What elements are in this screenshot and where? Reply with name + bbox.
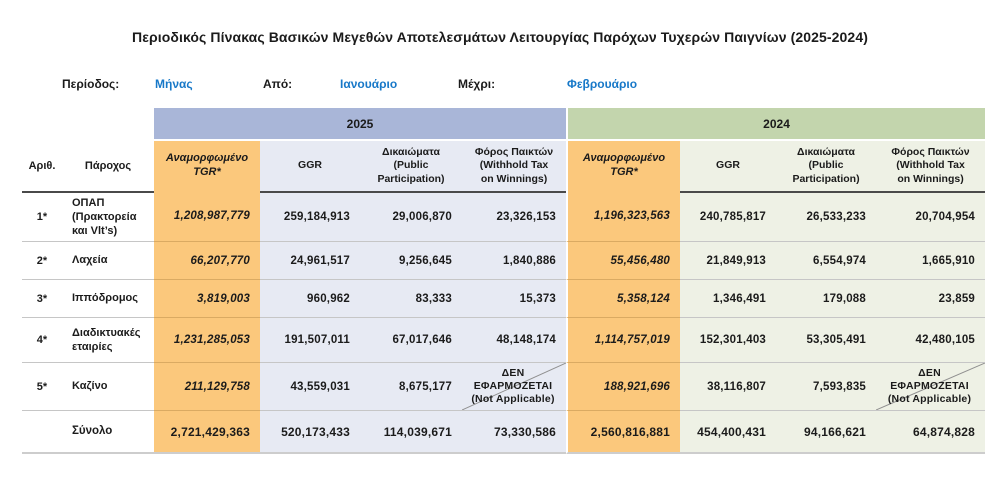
- diagonal-strike-line: [876, 363, 985, 410]
- not-applicable-text: ΔΕΝ ΕΦΑΡΜΟΖΕΤΑΙ (Not Applicable): [471, 366, 555, 406]
- provider-cell: Διαδικτυακές εταιρίες: [62, 317, 154, 362]
- col-header-ggr-2025: GGR: [260, 141, 360, 191]
- value-cell: 152,301,403: [680, 317, 777, 362]
- value-cell: 23,326,153: [462, 191, 567, 241]
- period-to-label: Μέχρι:: [458, 77, 496, 91]
- value-cell: 48,148,174: [462, 317, 567, 362]
- row-number-cell: 5*: [22, 362, 62, 410]
- total-value-cell: 2,721,429,363: [154, 410, 260, 454]
- col-header-rights-2024: Δικαιώματα (Public Participation): [776, 141, 877, 191]
- results-table: 2025 2024 Αριθ. Πάροχος Αναμορφωμένο TGR…: [22, 108, 986, 454]
- num-column-header: Αριθ.: [22, 141, 62, 191]
- value-cell: 1,196,323,563: [566, 191, 681, 241]
- value-cell: 66,207,770: [154, 241, 260, 279]
- total-value-cell: 73,330,586: [462, 410, 567, 454]
- table-row-total: Σύνολο 2,721,429,363 520,173,433 114,039…: [22, 410, 986, 454]
- value-cell: 43,559,031: [260, 362, 360, 410]
- value-cell: 67,017,646: [360, 317, 462, 362]
- period-from-label: Από:: [263, 77, 293, 91]
- row-number-cell: 4*: [22, 317, 62, 362]
- value-cell: 26,533,233: [776, 191, 877, 241]
- value-cell: 211,129,758: [154, 362, 260, 410]
- col-header-tax-2024: Φόρος Παικτών (Withhold Tax on Winnings): [876, 141, 986, 191]
- value-cell: 7,593,835: [776, 362, 877, 410]
- provider-column-header: Πάροχος: [62, 141, 154, 191]
- table-row-lotteries: 2* Λαχεία 66,207,770 24,961,517 9,256,64…: [22, 241, 986, 279]
- total-value-cell: 64,874,828: [876, 410, 986, 454]
- value-cell: 23,859: [876, 279, 986, 317]
- value-cell: 8,675,177: [360, 362, 462, 410]
- value-cell: 20,704,954: [876, 191, 986, 241]
- value-cell: 5,358,124: [566, 279, 681, 317]
- value-cell: 83,333: [360, 279, 462, 317]
- row-number-cell: 3*: [22, 279, 62, 317]
- row-number-cell: 1*: [22, 191, 62, 241]
- provider-cell: ΟΠΑΠ (Πρακτορεία και Vlt’s): [62, 191, 154, 241]
- total-label-cell: Σύνολο: [62, 410, 154, 454]
- value-cell: 240,785,817: [680, 191, 777, 241]
- not-applicable-cell: ΔΕΝ ΕΦΑΡΜΟΖΕΤΑΙ (Not Applicable): [462, 362, 567, 410]
- provider-cell: Λαχεία: [62, 241, 154, 279]
- col-header-tgr-2024: Αναμορφωμένο TGR*: [566, 141, 681, 191]
- value-cell: 24,961,517: [260, 241, 360, 279]
- value-cell: 960,962: [260, 279, 360, 317]
- year-banner-row: 2025 2024: [22, 108, 986, 141]
- value-cell: 3,819,003: [154, 279, 260, 317]
- provider-cell: Καζίνο: [62, 362, 154, 410]
- value-cell: 53,305,491: [776, 317, 877, 362]
- provider-cell: Ιππόδρομος: [62, 279, 154, 317]
- total-value-cell: 520,173,433: [260, 410, 360, 454]
- not-applicable-text: ΔΕΝ ΕΦΑΡΜΟΖΕΤΑΙ (Not Applicable): [887, 366, 972, 406]
- value-cell: 6,554,974: [776, 241, 877, 279]
- value-cell: 9,256,645: [360, 241, 462, 279]
- value-cell: 179,088: [776, 279, 877, 317]
- value-cell: 1,208,987,779: [154, 191, 260, 241]
- period-label: Περίοδος:: [62, 77, 120, 91]
- year-2024-banner: 2024: [566, 108, 986, 141]
- table-row-horseracing: 3* Ιππόδρομος 3,819,003 960,962 83,333 1…: [22, 279, 986, 317]
- value-cell: 191,507,011: [260, 317, 360, 362]
- row-number-cell: 2*: [22, 241, 62, 279]
- period-granularity-value[interactable]: Μήνας: [155, 77, 193, 91]
- period-from-value[interactable]: Ιανουάριο: [340, 77, 398, 91]
- value-cell: 38,116,807: [680, 362, 777, 410]
- corner-spacer: [22, 108, 154, 141]
- value-cell: 1,114,757,019: [566, 317, 681, 362]
- table-row-online-operators: 4* Διαδικτυακές εταιρίες 1,231,285,053 1…: [22, 317, 986, 362]
- value-cell: 55,456,480: [566, 241, 681, 279]
- value-cell: 15,373: [462, 279, 567, 317]
- value-cell: 21,849,913: [680, 241, 777, 279]
- col-header-ggr-2024: GGR: [680, 141, 777, 191]
- row-number-cell: [22, 410, 62, 454]
- value-cell: 1,231,285,053: [154, 317, 260, 362]
- period-to-value[interactable]: Φεβρουάριο: [567, 77, 638, 91]
- total-value-cell: 2,560,816,881: [566, 410, 681, 454]
- diagonal-strike-line: [462, 363, 566, 410]
- total-value-cell: 94,166,621: [776, 410, 877, 454]
- year-2025-banner: 2025: [154, 108, 567, 141]
- col-header-tax-2025: Φόρος Παικτών (Withhold Tax on Winnings): [462, 141, 567, 191]
- value-cell: 1,346,491: [680, 279, 777, 317]
- value-cell: 188,921,696: [566, 362, 681, 410]
- column-header-row: Αριθ. Πάροχος Αναμορφωμένο TGR* GGR Δικα…: [22, 141, 986, 191]
- col-header-rights-2025: Δικαιώματα (Public Participation): [360, 141, 462, 191]
- page-title: Περιοδικός Πίνακας Βασικών Μεγεθών Αποτε…: [132, 29, 868, 45]
- value-cell: 259,184,913: [260, 191, 360, 241]
- table-row-opap: 1* ΟΠΑΠ (Πρακτορεία και Vlt’s) 1,208,987…: [22, 191, 986, 241]
- not-applicable-cell: ΔΕΝ ΕΦΑΡΜΟΖΕΤΑΙ (Not Applicable): [876, 362, 986, 410]
- value-cell: 42,480,105: [876, 317, 986, 362]
- value-cell: 1,665,910: [876, 241, 986, 279]
- total-value-cell: 454,400,431: [680, 410, 777, 454]
- table-row-casino: 5* Καζίνο 211,129,758 43,559,031 8,675,1…: [22, 362, 986, 410]
- value-cell: 29,006,870: [360, 191, 462, 241]
- col-header-tgr-2025: Αναμορφωμένο TGR*: [154, 141, 260, 191]
- value-cell: 1,840,886: [462, 241, 567, 279]
- total-value-cell: 114,039,671: [360, 410, 462, 454]
- period-bar: Περίοδος: Μήνας Από: Ιανουάριο Μέχρι: Φε…: [0, 77, 1000, 95]
